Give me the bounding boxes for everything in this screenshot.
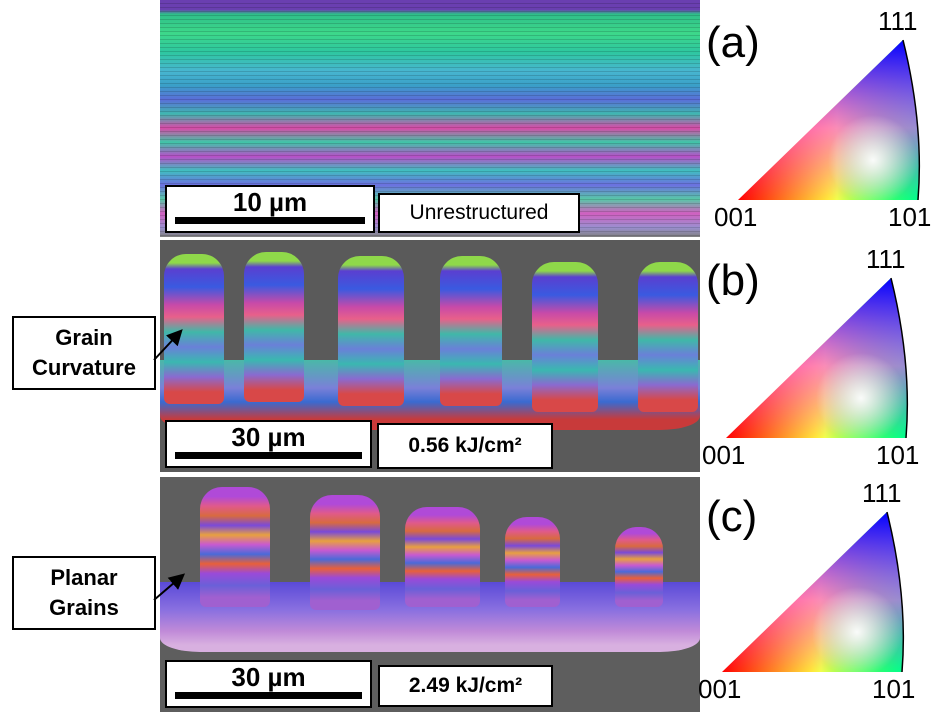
scale-bar-line (175, 692, 362, 699)
color-fill (738, 40, 920, 200)
condition-text: 0.56 kJ/cm² (408, 434, 522, 457)
triangle-label: 101 (876, 440, 920, 470)
column (310, 495, 380, 610)
arrow (153, 573, 186, 601)
triangle-label: 101 (872, 674, 916, 704)
scale-bar-label: 10 µm (232, 187, 308, 217)
column (615, 527, 663, 607)
column (338, 256, 404, 406)
arrow (153, 329, 183, 361)
callout-text: Planar Grains (49, 565, 119, 620)
column (532, 262, 598, 412)
condition-text: Unrestructured (409, 201, 549, 224)
triangle-edge (886, 511, 905, 673)
callout-box: Grain Curvature (12, 316, 156, 390)
ipf-triangle (722, 511, 905, 673)
triangle-edge (890, 277, 909, 439)
scale-bar-line (175, 217, 365, 224)
triangle-label: 101 (888, 202, 932, 232)
triangle-label: 111 (866, 244, 906, 274)
scale-bar: 30 µm (165, 420, 372, 468)
column (405, 507, 480, 607)
column (505, 517, 560, 607)
column (244, 252, 304, 402)
color-fill (722, 512, 904, 672)
triangle-label: 001 (702, 440, 746, 470)
triangle-label: 001 (714, 202, 758, 232)
color-fill (726, 278, 908, 438)
triangle-edge (902, 39, 921, 201)
panel-label: (c) (706, 492, 758, 541)
column (440, 256, 502, 406)
condition-text: 2.49 kJ/cm² (408, 674, 523, 697)
callout-text: Grain Curvature (32, 325, 136, 380)
scale-bar: 10 µm (165, 185, 375, 233)
triangle-label: 001 (698, 674, 742, 704)
callout-arrows (153, 329, 186, 601)
column (200, 487, 270, 607)
ipf-triangle (726, 277, 909, 439)
column (638, 262, 698, 412)
triangle-label: 111 (878, 6, 918, 36)
ipf-triangle (738, 39, 921, 201)
scale-bar: 30 µm (165, 660, 372, 708)
panel-label: (b) (706, 256, 760, 305)
scale-bar-label: 30 µm (231, 422, 306, 452)
triangle-label: 111 (862, 478, 902, 508)
column (164, 254, 224, 404)
callout-box: Planar Grains (12, 556, 156, 630)
panel-label: (a) (706, 18, 760, 67)
condition-label: 2.49 kJ/cm² (378, 665, 553, 707)
condition-label: 0.56 kJ/cm² (377, 423, 553, 469)
ebsd-map (160, 240, 700, 472)
scale-bar-label: 30 µm (231, 662, 306, 692)
scale-bar-line (175, 452, 362, 459)
condition-label: Unrestructured (378, 193, 580, 233)
